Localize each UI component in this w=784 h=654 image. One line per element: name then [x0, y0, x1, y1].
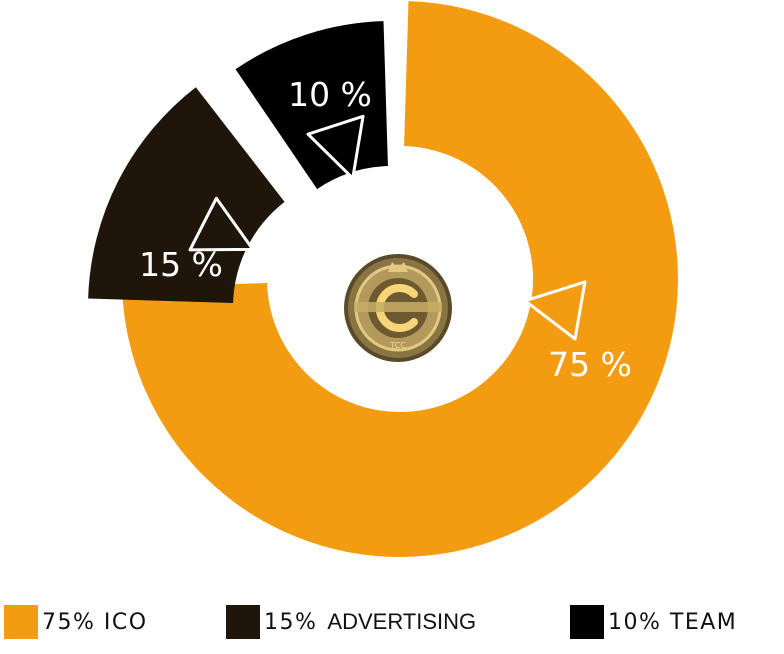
slice-labels: 75 % 15 % 10 % — [139, 75, 632, 384]
legend-swatch-ico — [4, 605, 38, 639]
coin-logo-text: TCC — [389, 341, 406, 350]
legend-label-ico: 75% ICO — [42, 609, 148, 635]
slice-label-2: 10 % — [288, 75, 372, 114]
slice-arrow-0 — [523, 280, 587, 341]
center-coin-logo: TCC — [344, 254, 452, 362]
slice-label-1: 15 % — [139, 245, 223, 284]
slice-label-0: 75 % — [548, 345, 632, 384]
slice-arrow-1 — [188, 196, 255, 252]
donut-slice-0 — [122, 1, 679, 558]
donut-chart: 75 % 15 % 10 % TCC — [88, 1, 679, 558]
legend-label-advertising-pct: 15% — [264, 609, 318, 635]
legend-item-ico: 75% ICO — [4, 604, 148, 640]
legend-item-team: 10% TEAM — [570, 604, 737, 640]
slice-arrows — [188, 114, 587, 341]
legend-swatch-team — [570, 605, 604, 639]
legend-swatch-advertising — [226, 605, 260, 639]
legend-label-advertising-word: ADVERTISING — [327, 609, 477, 634]
legend-item-advertising: 15% ADVERTISING — [226, 604, 476, 640]
slice-arrow-2 — [306, 114, 365, 180]
legend-label-team: 10% TEAM — [608, 609, 738, 635]
